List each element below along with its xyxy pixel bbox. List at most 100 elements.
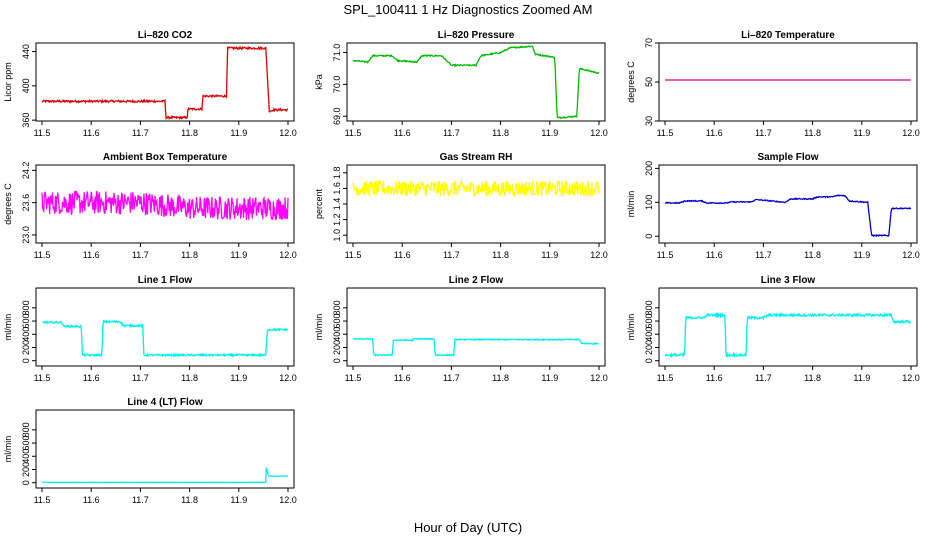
y-tick-label: 440 xyxy=(21,44,31,59)
x-tick-label: 11.7 xyxy=(132,128,149,138)
data-series-line xyxy=(41,190,289,221)
y-tick-label: 600 xyxy=(21,436,31,451)
x-tick-label: 11.9 xyxy=(230,373,247,383)
y-tick-label: 200 xyxy=(644,161,654,176)
y-tick-label: 800 xyxy=(332,300,342,315)
figure-x-axis-title: Hour of Day (UTC) xyxy=(414,520,522,535)
x-tick-label: 11.8 xyxy=(492,250,509,260)
plot-frame xyxy=(35,287,295,367)
y-axis-label: ml/min xyxy=(314,314,324,341)
x-tick-label: 12.0 xyxy=(279,495,297,505)
plot-frame xyxy=(346,287,606,367)
y-tick-label: 400 xyxy=(21,449,31,464)
chart-panel-8: Line 2 Flow 11.5 11.6 11.7 11.8 11.9 12.0 0 2004… xyxy=(314,275,608,383)
y-tick-label: 800 xyxy=(21,300,31,315)
x-tick-label: 11.9 xyxy=(853,128,870,138)
x-tick-label: 11.7 xyxy=(132,373,149,383)
data-series-line xyxy=(352,45,600,120)
x-tick-label: 11.5 xyxy=(657,250,674,260)
panel-title: Li–820 CO2 xyxy=(138,30,193,41)
y-axis-label: ml/min xyxy=(626,191,636,218)
x-tick-label: 11.5 xyxy=(34,495,51,505)
data-series-line xyxy=(352,178,600,198)
x-tick-label: 11.5 xyxy=(34,373,51,383)
panel-title: Gas Stream RH xyxy=(440,152,513,163)
y-tick-label: 23.0 xyxy=(21,226,31,244)
x-tick-label: 12.0 xyxy=(590,250,608,260)
y-tick-label: 600 xyxy=(21,314,31,329)
figure-title: SPL_100411 1 Hz Diagnostics Zoomed AM xyxy=(343,2,592,17)
y-tick-label: 24.2 xyxy=(21,162,31,180)
chart-panel-4: Ambient Box Temperature 11.5 11.6 11.7 11.8 1… xyxy=(3,152,297,260)
x-tick-label: 11.9 xyxy=(853,373,870,383)
plot-frame xyxy=(35,164,295,244)
y-tick-label: 70.0 xyxy=(332,76,342,94)
x-tick-label: 11.8 xyxy=(492,128,509,138)
y-tick-label: 0 xyxy=(21,358,31,363)
x-tick-label: 11.9 xyxy=(541,128,558,138)
x-tick-label: 11.6 xyxy=(394,250,411,260)
chart-panel-2: Li–820 Pressure 11.5 11.6 11.7 11.8 11.9 12.0 6… xyxy=(314,30,608,138)
plot-frame xyxy=(35,42,295,122)
panel-title: Line 3 Flow xyxy=(761,275,816,286)
panel-title: Ambient Box Temperature xyxy=(103,152,228,163)
data-series-line xyxy=(41,467,289,484)
x-tick-label: 11.7 xyxy=(443,128,460,138)
y-axis-label: ml/min xyxy=(626,314,636,341)
y-tick-label: 1.0 xyxy=(332,229,342,242)
x-tick-label: 11.5 xyxy=(34,128,51,138)
panel-grid: Li–820 CO2 11.5 11.6 11.7 11.8 11.9 12.0 360 400… xyxy=(3,30,920,505)
x-tick-label: 11.5 xyxy=(657,128,674,138)
x-tick-label: 11.9 xyxy=(230,495,247,505)
x-tick-label: 11.8 xyxy=(804,373,821,383)
x-tick-label: 11.9 xyxy=(541,373,558,383)
data-series-line xyxy=(352,337,600,357)
chart-panel-9: Line 3 Flow 11.5 11.6 11.7 11.8 11.9 12.0 0 2004… xyxy=(626,275,920,383)
x-tick-label: 11.5 xyxy=(345,250,362,260)
y-tick-label: 70 xyxy=(644,38,654,48)
x-tick-label: 11.6 xyxy=(706,250,723,260)
chart-panel-1: Li–820 CO2 11.5 11.6 11.7 11.8 11.9 12.0 360 400… xyxy=(3,30,297,138)
panel-title: Line 2 Flow xyxy=(449,275,504,286)
x-tick-label: 12.0 xyxy=(279,373,297,383)
y-tick-label: 1.6 xyxy=(332,182,342,195)
y-axis-label: ml/min xyxy=(3,314,13,341)
x-tick-label: 11.6 xyxy=(706,128,723,138)
x-tick-label: 11.7 xyxy=(755,373,772,383)
x-tick-label: 11.8 xyxy=(492,373,509,383)
plot-frame xyxy=(658,164,918,244)
y-tick-label: 1.8 xyxy=(332,167,342,180)
x-tick-label: 11.8 xyxy=(181,373,198,383)
chart-panel-10: Line 4 (LT) Flow 11.5 11.6 11.7 11.8 11.9 12.0… xyxy=(3,397,297,505)
y-axis-label: degrees C xyxy=(3,183,13,225)
y-tick-label: 0 xyxy=(644,234,654,239)
x-tick-label: 11.6 xyxy=(83,495,100,505)
y-tick-label: 100 xyxy=(644,195,654,210)
plot-frame xyxy=(658,42,918,122)
x-tick-label: 12.0 xyxy=(590,373,608,383)
y-axis-label: kPa xyxy=(314,74,324,90)
data-series-line xyxy=(664,311,911,359)
x-tick-label: 11.7 xyxy=(443,250,460,260)
data-series-line xyxy=(41,45,289,121)
x-tick-label: 12.0 xyxy=(902,128,920,138)
y-tick-label: 200 xyxy=(332,340,342,355)
chart-panel-3: Li–820 Temperature 11.5 11.6 11.7 11.8 11.9 12… xyxy=(626,30,920,138)
chart-panel-7: Line 1 Flow 11.5 11.6 11.7 11.8 11.9 12.0 0 2004… xyxy=(3,275,297,383)
y-tick-label: 400 xyxy=(644,327,654,342)
y-tick-label: 0 xyxy=(332,358,342,363)
y-axis-label: percent xyxy=(314,188,324,219)
x-tick-label: 11.9 xyxy=(230,128,247,138)
x-tick-label: 11.9 xyxy=(853,250,870,260)
y-axis-label: degrees C xyxy=(626,61,636,103)
y-tick-label: 23.6 xyxy=(21,194,31,212)
y-tick-label: 800 xyxy=(644,300,654,315)
x-tick-label: 12.0 xyxy=(279,250,297,260)
x-tick-label: 11.8 xyxy=(804,250,821,260)
plot-frame xyxy=(35,409,295,489)
x-tick-label: 12.0 xyxy=(902,250,920,260)
x-tick-label: 11.6 xyxy=(394,128,411,138)
x-tick-label: 11.5 xyxy=(345,373,362,383)
y-tick-label: 600 xyxy=(644,314,654,329)
